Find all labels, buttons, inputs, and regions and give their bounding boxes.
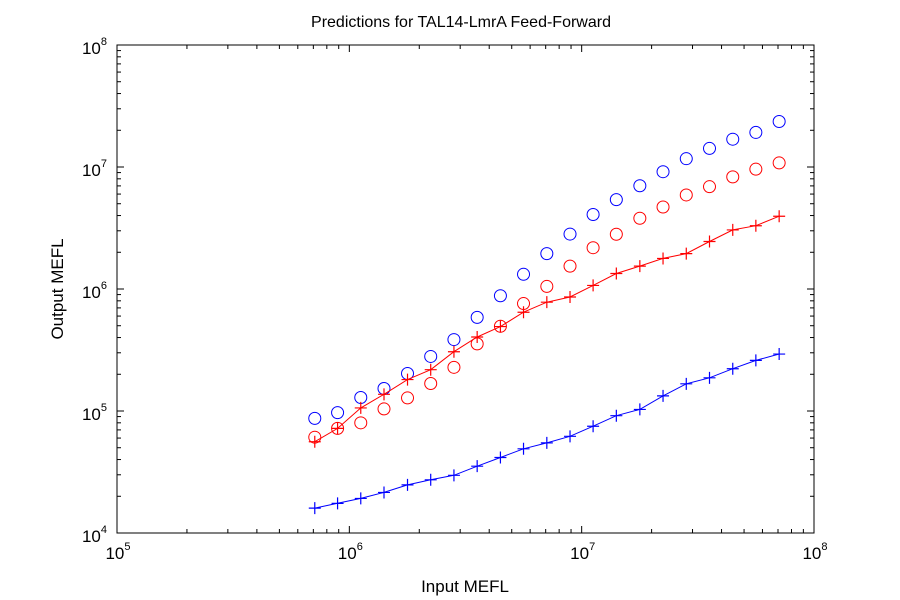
data-point-plus	[703, 235, 716, 248]
data-point-plus	[610, 409, 623, 422]
data-point-plus	[354, 492, 367, 505]
data-point-plus	[378, 388, 391, 401]
data-point-circle	[609, 193, 623, 207]
data-point-plus	[424, 363, 437, 376]
data-point-circle	[749, 125, 763, 139]
data-point-plus	[447, 345, 460, 358]
data-point-plus	[331, 422, 344, 435]
data-point-circle	[493, 289, 507, 303]
data-point-plus	[749, 354, 762, 367]
data-point-plus	[587, 420, 600, 433]
data-point-plus	[517, 442, 530, 455]
data-point-circle	[517, 267, 531, 281]
data-point-plus	[680, 247, 693, 260]
data-point-circle	[726, 170, 740, 184]
data-point-plus	[401, 478, 414, 491]
x-tick-label: 106	[338, 541, 363, 563]
data-point-plus	[447, 469, 460, 482]
data-point-plus	[657, 252, 670, 265]
data-point-circle	[633, 211, 647, 225]
data-point-circle	[772, 115, 786, 129]
data-point-plus	[703, 371, 716, 384]
data-point-plus	[564, 430, 577, 443]
data-point-circle	[703, 180, 717, 194]
x-tick-label: 105	[105, 541, 130, 563]
data-point-circle	[563, 227, 577, 241]
data-point-plus	[749, 219, 762, 232]
series-1	[308, 115, 786, 425]
data-point-circle	[447, 360, 461, 374]
data-point-circle	[633, 179, 647, 193]
x-axis-label: Input MEFL	[421, 577, 509, 596]
data-point-plus	[308, 435, 321, 448]
data-point-plus	[494, 451, 507, 464]
x-tick-label: 107	[570, 541, 595, 563]
data-series	[308, 115, 786, 515]
data-point-plus	[726, 362, 739, 375]
data-point-plus	[331, 497, 344, 510]
data-point-circle	[331, 406, 345, 420]
data-point-plus	[494, 320, 507, 333]
series-4	[308, 348, 786, 515]
data-point-plus	[610, 267, 623, 280]
data-point-circle	[726, 132, 740, 146]
data-point-circle	[470, 310, 484, 324]
data-point-circle	[772, 156, 786, 170]
plot-area	[116, 44, 815, 534]
data-point-circle	[679, 152, 693, 166]
chart-title: Predictions for TAL14-LmrA Feed-Forward	[311, 14, 611, 31]
data-point-plus	[471, 460, 484, 473]
data-point-plus	[517, 306, 530, 319]
data-point-plus	[540, 296, 553, 309]
data-point-circle	[586, 207, 600, 221]
data-point-circle	[354, 416, 368, 430]
x-tick-label: 108	[802, 541, 827, 563]
y-tick-label: 104	[82, 524, 107, 546]
data-point-plus	[401, 373, 414, 386]
data-point-circle	[308, 411, 322, 425]
data-point-circle	[586, 241, 600, 255]
y-axis-label: Output MEFL	[48, 238, 67, 339]
data-point-circle	[424, 349, 438, 363]
data-point-plus	[308, 502, 321, 515]
data-point-plus	[587, 279, 600, 292]
data-point-plus	[726, 223, 739, 236]
data-point-circle	[749, 162, 763, 176]
data-point-plus	[471, 331, 484, 344]
data-point-plus	[424, 473, 437, 486]
data-point-plus	[564, 290, 577, 303]
data-point-circle	[679, 188, 693, 202]
data-point-circle	[401, 391, 415, 405]
data-point-plus	[354, 401, 367, 414]
data-point-plus	[657, 389, 670, 402]
data-point-plus	[680, 377, 693, 390]
data-point-circle	[540, 279, 554, 293]
y-tick-label: 108	[82, 36, 107, 58]
data-point-plus	[773, 210, 786, 223]
data-point-circle	[656, 200, 670, 214]
data-point-plus	[633, 260, 646, 273]
data-point-circle	[424, 377, 438, 391]
data-point-circle	[563, 259, 577, 273]
data-point-circle	[656, 165, 670, 179]
y-tick-label: 105	[82, 402, 107, 424]
series-3	[308, 210, 786, 448]
data-point-plus	[773, 348, 786, 361]
data-point-circle	[447, 333, 461, 347]
data-point-plus	[540, 436, 553, 449]
data-point-circle	[609, 227, 623, 241]
y-tick-label: 106	[82, 280, 107, 302]
data-point-circle	[540, 247, 554, 261]
data-point-circle	[377, 402, 391, 416]
data-point-circle	[703, 141, 717, 155]
data-point-plus	[378, 486, 391, 499]
data-point-plus	[633, 403, 646, 416]
y-tick-label: 107	[82, 158, 107, 180]
